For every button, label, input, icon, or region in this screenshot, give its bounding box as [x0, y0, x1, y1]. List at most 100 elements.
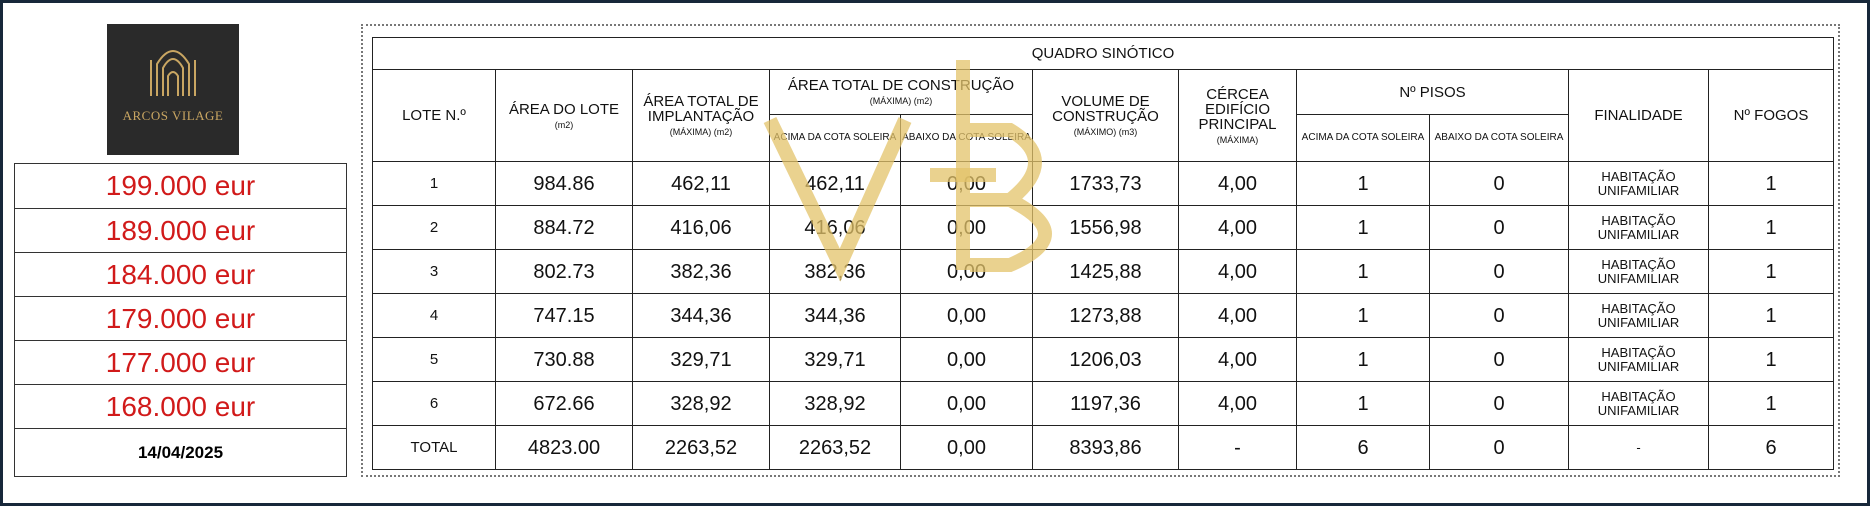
cell: 4,00 [1178, 381, 1297, 426]
table-row: 6 672.66 328,92 328,92 0,00 1197,36 4,00 1 0 HABI… [372, 381, 1834, 426]
cell: 4 [372, 293, 496, 338]
cell: 3 [372, 249, 496, 294]
cell: 344,36 [632, 293, 770, 338]
header: LOTE N.º [372, 69, 496, 162]
cell: 1 [1708, 293, 1834, 338]
cell: 2263,52 [769, 425, 901, 470]
cell: 2263,52 [632, 425, 770, 470]
cell: 4,00 [1178, 293, 1297, 338]
cell: 0 [1429, 293, 1569, 338]
cell: 0 [1429, 425, 1569, 470]
logo-icon [150, 50, 196, 96]
cell: 1273,88 [1032, 293, 1179, 338]
price: 168.000 eur [14, 384, 347, 429]
cell: 0,00 [900, 249, 1033, 294]
table-row: 3 802.73 382,36 382,36 0,00 1425,88 4,00 1 0 HABI… [372, 249, 1834, 294]
cell: 1 [1708, 337, 1834, 382]
table-row: 5 730.88 329,71 329,71 0,00 1206,03 4,00 1 0 HABI… [372, 337, 1834, 382]
cell: 328,92 [769, 381, 901, 426]
cell: 1 [1708, 381, 1834, 426]
header: Nº FOGOS [1708, 69, 1834, 162]
cell: 0,00 [900, 161, 1033, 206]
cell: 0 [1429, 161, 1569, 206]
header-text: LOTE N.º [402, 107, 466, 124]
cell: 730.88 [495, 337, 633, 382]
cell: 4,00 [1178, 249, 1297, 294]
header-text: ÁREA DO LOTE [508, 100, 620, 118]
cell: 0,00 [900, 293, 1033, 338]
cell: HABITAÇÃO UNIFAMILIAR [1568, 381, 1709, 426]
table-row: 4 747.15 344,36 344,36 0,00 1273,88 4,00 1 0 HABI… [372, 293, 1834, 338]
header: VOLUME DE CONSTRUÇÃO (MÁXIMO) (m3) [1032, 69, 1179, 162]
cell: 747.15 [495, 293, 633, 338]
cell: 329,71 [632, 337, 770, 382]
cell: HABITAÇÃO UNIFAMILIAR [1568, 161, 1709, 206]
cell: 0 [1429, 205, 1569, 250]
cell: 984.86 [495, 161, 633, 206]
summary-table: QUADRO SINÓTICO LOTE N.º ÁREA DO LOTE (m2… [372, 37, 1834, 470]
header: Nº PISOS [1296, 69, 1569, 115]
cell: 884.72 [495, 205, 633, 250]
cell: 0,00 [900, 205, 1033, 250]
subheader: ACIMA DA COTA SOLEIRA [769, 114, 901, 162]
cell: 0 [1429, 337, 1569, 382]
cell: 0,00 [900, 381, 1033, 426]
cell: - [1568, 425, 1709, 470]
price: 177.000 eur [14, 340, 347, 385]
cell: 672.66 [495, 381, 633, 426]
header-text: ÁREA TOTAL DE IMPLANTAÇÃO [643, 93, 759, 125]
logo-text: ARCOS VILAGE [122, 108, 224, 123]
subheader: ACIMA DA COTA SOLEIRA [1296, 114, 1430, 162]
cell: HABITAÇÃO UNIFAMILIAR [1568, 249, 1709, 294]
cell: 1 [1708, 205, 1834, 250]
cell: 1 [1708, 161, 1834, 206]
cell: 4,00 [1178, 205, 1297, 250]
price: 199.000 eur [14, 163, 347, 209]
cell: 462,11 [632, 161, 770, 206]
header-unit: (MÁXIMA) [1216, 134, 1259, 145]
header-unit: (MÁXIMA) (m2) [669, 127, 733, 137]
header: FINALIDADE [1568, 69, 1709, 162]
cell: 1206,03 [1032, 337, 1179, 382]
cell: 1425,88 [1032, 249, 1179, 294]
cell: 0 [1429, 381, 1569, 426]
cell: HABITAÇÃO UNIFAMILIAR [1568, 293, 1709, 338]
cell: 0,00 [900, 337, 1033, 382]
header: ÁREA TOTAL DE CONSTRUÇÃO (MÁXIMA) (m2) [769, 69, 1033, 115]
cell: HABITAÇÃO UNIFAMILIAR [1568, 205, 1709, 250]
header-text: CÉRCEA EDIFÍCIO PRINCIPAL [1198, 85, 1277, 133]
cell: 1556,98 [1032, 205, 1179, 250]
table-body: 1 984.86 462,11 462,11 0,00 1733,73 4,00 1 0 HABI… [372, 161, 1834, 470]
price: 179.000 eur [14, 296, 347, 341]
cell: 329,71 [769, 337, 901, 382]
cell: 1733,73 [1032, 161, 1179, 206]
cell: 1 [372, 161, 496, 206]
cell: 1 [1296, 293, 1430, 338]
cell: 416,06 [632, 205, 770, 250]
cell: - [1178, 425, 1297, 470]
cell: 802.73 [495, 249, 633, 294]
header-unit: (m2) [554, 119, 574, 130]
logo: ARCOS VILAGE [107, 24, 239, 155]
cell: 344,36 [769, 293, 901, 338]
cell: 6 [1296, 425, 1430, 470]
cell: 8393,86 [1032, 425, 1179, 470]
cell: 4,00 [1178, 161, 1297, 206]
header-unit: (MÁXIMO) (m3) [1073, 127, 1138, 137]
subheader: ABAIXO DA COTA SOLEIRA [1429, 114, 1569, 162]
header: CÉRCEA EDIFÍCIO PRINCIPAL (MÁXIMA) [1178, 69, 1297, 162]
cell: 1 [1296, 381, 1430, 426]
cell: 416,06 [769, 205, 901, 250]
cell: 5 [372, 337, 496, 382]
cell: 382,36 [769, 249, 901, 294]
dotted-frame [361, 24, 1840, 477]
header: ÁREA DO LOTE (m2) [495, 69, 633, 162]
cell: 2 [372, 205, 496, 250]
cell: 1 [1296, 205, 1430, 250]
table-row: 1 984.86 462,11 462,11 0,00 1733,73 4,00 1 0 HABI… [372, 161, 1834, 206]
cell: 1 [1296, 161, 1430, 206]
header-unit: (MÁXIMA) (m2) [869, 96, 933, 106]
cell: HABITAÇÃO UNIFAMILIAR [1568, 337, 1709, 382]
table-row: 2 884.72 416,06 416,06 0,00 1556,98 4,00 1 0 HABI… [372, 205, 1834, 250]
